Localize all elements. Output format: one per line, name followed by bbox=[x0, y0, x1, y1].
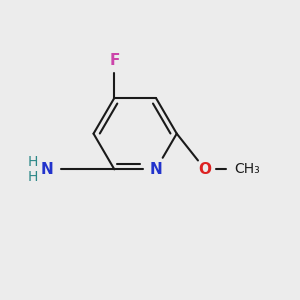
Text: H: H bbox=[27, 155, 38, 169]
Text: N: N bbox=[150, 162, 162, 177]
Text: N: N bbox=[41, 162, 54, 177]
Text: O: O bbox=[199, 162, 212, 177]
Text: CH₃: CH₃ bbox=[235, 162, 260, 176]
Text: F: F bbox=[109, 53, 119, 68]
Text: H: H bbox=[27, 170, 38, 184]
